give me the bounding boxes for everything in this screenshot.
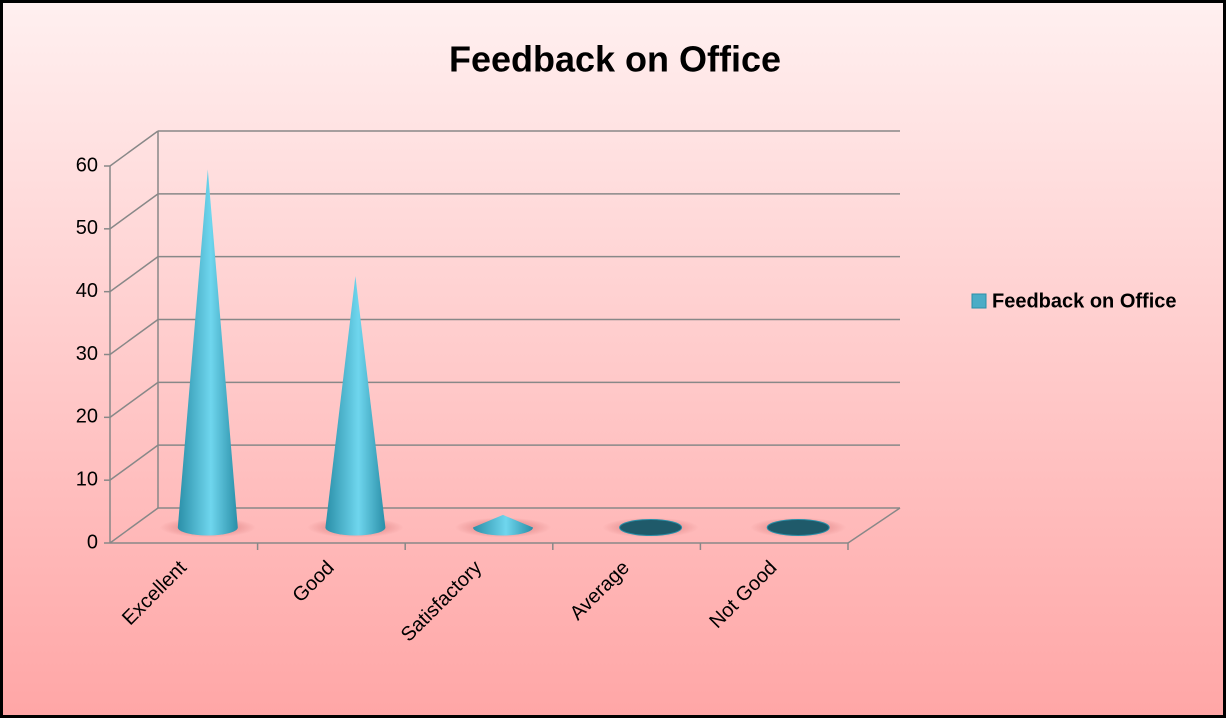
grid-line [109, 444, 159, 481]
legend: Feedback on Office [971, 290, 1177, 312]
y-tick-label: 10 [76, 468, 98, 490]
chart-title: Feedback on Office [449, 39, 781, 80]
cone [473, 514, 533, 536]
grid-line [109, 193, 159, 230]
floor-right [847, 507, 901, 544]
y-tick-label: 40 [76, 280, 98, 302]
y-tick-label: 0 [87, 531, 98, 553]
grid-line [109, 381, 159, 418]
legend-swatch [971, 293, 987, 309]
y-tick-label: 50 [76, 217, 98, 239]
grid-line [109, 256, 159, 293]
cone [766, 519, 830, 536]
grid-line [109, 130, 159, 167]
y-tick-label: 20 [76, 406, 98, 428]
y-tick-label: 60 [76, 154, 98, 176]
cone [619, 519, 683, 536]
legend-label: Feedback on Office [992, 290, 1177, 312]
grid-line [109, 507, 159, 544]
cone [177, 169, 238, 536]
grid-line [109, 318, 159, 356]
y-tick-label: 30 [76, 343, 98, 365]
cone [325, 276, 386, 536]
